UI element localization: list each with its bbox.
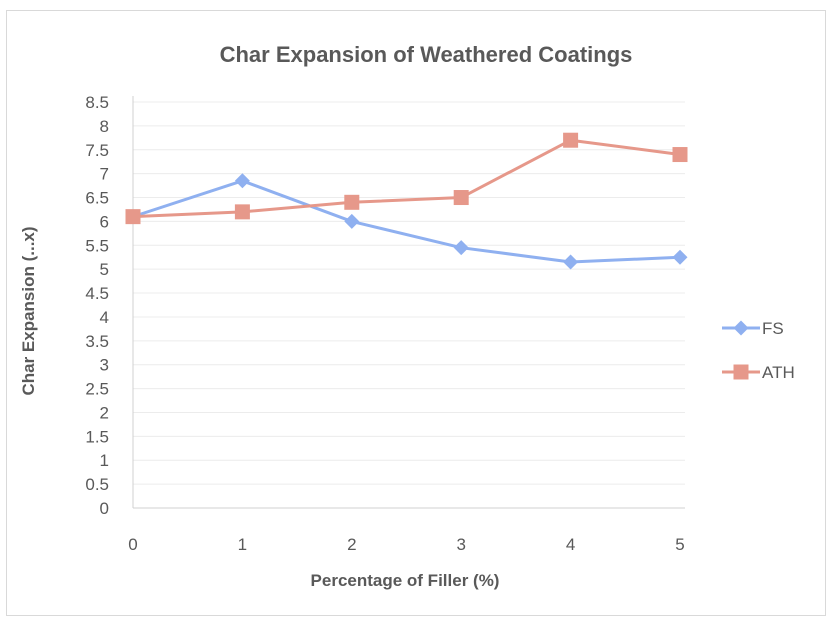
data-point-ath xyxy=(563,132,579,148)
x-tick-label: 3 xyxy=(456,535,465,554)
x-tick-label: 2 xyxy=(347,535,356,554)
y-tick-label: 3.5 xyxy=(85,332,109,351)
y-tick-label: 5 xyxy=(100,260,109,279)
data-point-ath xyxy=(453,190,469,206)
x-tick-label: 5 xyxy=(675,535,684,554)
y-tick-label: 7.5 xyxy=(85,141,109,160)
x-axis-ticks: 0 1 2 3 4 5 xyxy=(128,535,684,554)
data-point-ath xyxy=(234,204,250,220)
series-line-fs xyxy=(132,179,681,264)
legend-label: ATH xyxy=(762,363,795,382)
legend-item-ath: ATH xyxy=(722,363,795,382)
y-tick-label: 5.5 xyxy=(85,236,109,255)
y-tick-label: 7 xyxy=(100,165,109,184)
y-tick-label: 1 xyxy=(100,451,109,470)
y-tick-label: 6.5 xyxy=(85,189,109,208)
y-tick-label: 4 xyxy=(100,308,109,327)
chart-title: Char Expansion of Weathered Coatings xyxy=(220,42,633,67)
legend-marker xyxy=(733,364,749,380)
data-point-ath xyxy=(125,209,141,225)
y-axis-ticks: 0 0.5 1 1.5 2 2.5 3 3.5 4 4.5 5 5.5 6 6.5 7 7.5 8 8.5 xyxy=(85,93,109,518)
data-point-fs xyxy=(563,254,579,270)
y-tick-label: 6 xyxy=(100,212,109,231)
chart-frame xyxy=(6,10,826,616)
axes xyxy=(132,96,685,509)
gridlines xyxy=(133,101,685,485)
legend: FS ATH xyxy=(722,319,795,382)
y-tick-label: 8.5 xyxy=(85,93,109,112)
legend-marker xyxy=(733,320,749,336)
data-point-fs xyxy=(672,249,688,265)
series-line-ath xyxy=(132,138,681,219)
y-tick-label: 2 xyxy=(100,403,109,422)
y-tick-label: 0.5 xyxy=(85,475,109,494)
data-point-fs xyxy=(453,240,469,256)
legend-label: FS xyxy=(762,319,784,338)
x-tick-label: 4 xyxy=(566,535,575,554)
data-point-fs xyxy=(234,173,250,189)
y-tick-label: 3 xyxy=(100,356,109,375)
series-ath xyxy=(125,132,688,225)
y-tick-label: 1.5 xyxy=(85,427,109,446)
legend-item-fs: FS xyxy=(722,319,784,338)
y-axis-title: Char Expansion (...x) xyxy=(19,226,38,395)
data-point-ath xyxy=(344,194,360,210)
y-tick-label: 4.5 xyxy=(85,284,109,303)
y-tick-label: 2.5 xyxy=(85,380,109,399)
y-tick-label: 0 xyxy=(100,499,109,518)
x-axis-title: Percentage of Filler (%) xyxy=(311,571,500,590)
x-tick-label: 1 xyxy=(238,535,247,554)
y-tick-label: 8 xyxy=(100,117,109,136)
data-point-fs xyxy=(344,213,360,229)
data-point-ath xyxy=(672,147,688,163)
series-group xyxy=(125,132,688,270)
x-tick-label: 0 xyxy=(128,535,137,554)
